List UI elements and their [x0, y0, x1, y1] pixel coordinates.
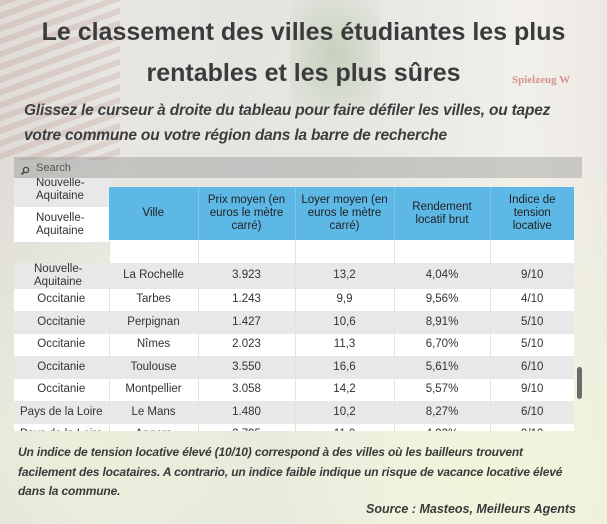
table-row: Pays de la Loire Le Mans 1.480 10,2 8,27…: [14, 401, 574, 424]
table-cell-loyer: 10,2: [295, 401, 395, 424]
column-header-prix[interactable]: Prix moyen (en euros le mètre carré): [198, 187, 296, 240]
table-cell-loyer: 14,2: [295, 378, 395, 401]
table-row: Nouvelle-Aquitaine La Rochelle 3.923 13,…: [14, 262, 574, 289]
table-cell-prix: 1.480: [198, 401, 296, 424]
background-tree: [290, 0, 380, 110]
table-cell-indice: 6/10: [490, 356, 574, 379]
column-header-indice[interactable]: Indice de tension locative: [490, 187, 574, 240]
table-cell-rendement: 5,61%: [394, 356, 491, 379]
table-header-row: Ville Prix moyen (en euros le mètre carr…: [14, 187, 574, 240]
table-cell-loyer: 11,0: [295, 423, 395, 431]
table-cell-prix: 1.243: [198, 288, 296, 311]
source-credit: Source : Masteos, Meilleurs Agents: [365, 502, 576, 516]
table-cell-loyer: 16,6: [295, 356, 395, 379]
table-cell-indice: 4/10: [490, 288, 574, 311]
table-row: Occitanie Montpellier 3.058 14,2 5,57% 9…: [14, 378, 574, 401]
column-header-rendement[interactable]: Rendement locatif brut: [394, 187, 491, 240]
table-row: Occitanie Tarbes 1.243 9,9 9,56% 4/10: [14, 288, 574, 311]
table-cell-ville: Nîmes: [109, 333, 199, 356]
column-header-region[interactable]: [14, 187, 109, 240]
search-bar[interactable]: [14, 157, 582, 178]
table-cell-rendement: 4,04%: [394, 262, 491, 289]
table-cell-rendement: 4,93%: [394, 423, 491, 431]
search-input[interactable]: [36, 158, 556, 177]
footnote: Un indice de tension locative élevé (10/…: [18, 445, 563, 498]
background-roof: [0, 0, 120, 160]
page-subtitle: Glissez le curseur à droite du tableau p…: [24, 102, 551, 144]
table-cell-loyer: 13,2: [295, 262, 395, 289]
table-scroll-area[interactable]: Nouvelle-Aquitaine Nouvelle-Aquitaine Vi…: [14, 178, 574, 431]
table-row: Occitanie Perpignan 1.427 10,6 8,91% 5/1…: [14, 311, 574, 334]
table-cell-ville: Toulouse: [109, 356, 199, 379]
table-cell-rendement: 8,27%: [394, 401, 491, 424]
table-cell-indice: 5/10: [490, 333, 574, 356]
table-cell-loyer: 11,3: [295, 333, 395, 356]
table-cell-rendement: 8,91%: [394, 311, 491, 334]
table-cell-ville: La Rochelle: [109, 262, 199, 289]
table-cell-rendement: 6,70%: [394, 333, 491, 356]
table-cell-rendement: 5,57%: [394, 378, 491, 401]
table-cell-prix: 2.795: [198, 423, 296, 431]
table-row: Occitanie Nîmes 2.023 11,3 6,70% 5/10: [14, 333, 574, 356]
table-cell-indice: 5/10: [490, 311, 574, 334]
table-cell-region: Nouvelle-Aquitaine: [14, 178, 109, 207]
table-cell-ville: Tarbes: [109, 288, 199, 311]
page-title: Le classement des villes étudiantes les …: [41, 18, 566, 87]
table-cell-indice: 9/10: [490, 262, 574, 289]
table-row: Occitanie Toulouse 3.550 16,6 5,61% 6/10: [14, 356, 574, 379]
scrolled-rows-peek: Nouvelle-Aquitaine Nouvelle-Aquitaine: [14, 178, 109, 242]
table-spacer-row: [14, 240, 574, 263]
table-cell-region: Occitanie: [14, 333, 110, 356]
table-cell-prix: 3.058: [198, 378, 296, 401]
table-scrollbar-thumb[interactable]: [577, 367, 582, 399]
column-header-loyer[interactable]: Loyer moyen (en euros le mètre carré): [295, 187, 395, 240]
table-cell-loyer: 9,9: [295, 288, 395, 311]
table-cell-ville: Le Mans: [109, 401, 199, 424]
table-cell-rendement: 9,56%: [394, 288, 491, 311]
table-row: Pays de la Loire Angers 2.795 11,0 4,93%…: [14, 423, 574, 431]
table-cell-loyer: 10,6: [295, 311, 395, 334]
table-cell-region: Pays de la Loire: [14, 401, 110, 424]
column-header-ville[interactable]: Ville: [109, 187, 199, 240]
table-cell-ville: Montpellier: [109, 378, 199, 401]
table-cell-indice: 9/10: [490, 423, 574, 431]
table-cell-ville: Perpignan: [109, 311, 199, 334]
table-cell-ville: Angers: [109, 423, 199, 431]
table-cell-prix: 3.550: [198, 356, 296, 379]
table-cell-region: Nouvelle-Aquitaine: [14, 207, 109, 242]
table-cell-region: Occitanie: [14, 288, 110, 311]
table-cell-region: Occitanie: [14, 378, 110, 401]
table-cell-region: Nouvelle-Aquitaine: [14, 262, 110, 289]
table-cell-prix: 1.427: [198, 311, 296, 334]
table-cell-region: Pays de la Loire: [14, 423, 110, 431]
table-cell-indice: 9/10: [490, 378, 574, 401]
table-cell-region: Occitanie: [14, 311, 110, 334]
table-cell-indice: 6/10: [490, 401, 574, 424]
background-sign: Spielzeug W: [512, 74, 571, 86]
search-icon: [20, 163, 30, 175]
cities-table: Ville Prix moyen (en euros le mètre carr…: [14, 187, 574, 431]
table-cell-prix: 3.923: [198, 262, 296, 289]
table-cell-region: Occitanie: [14, 356, 110, 379]
table-cell-prix: 2.023: [198, 333, 296, 356]
